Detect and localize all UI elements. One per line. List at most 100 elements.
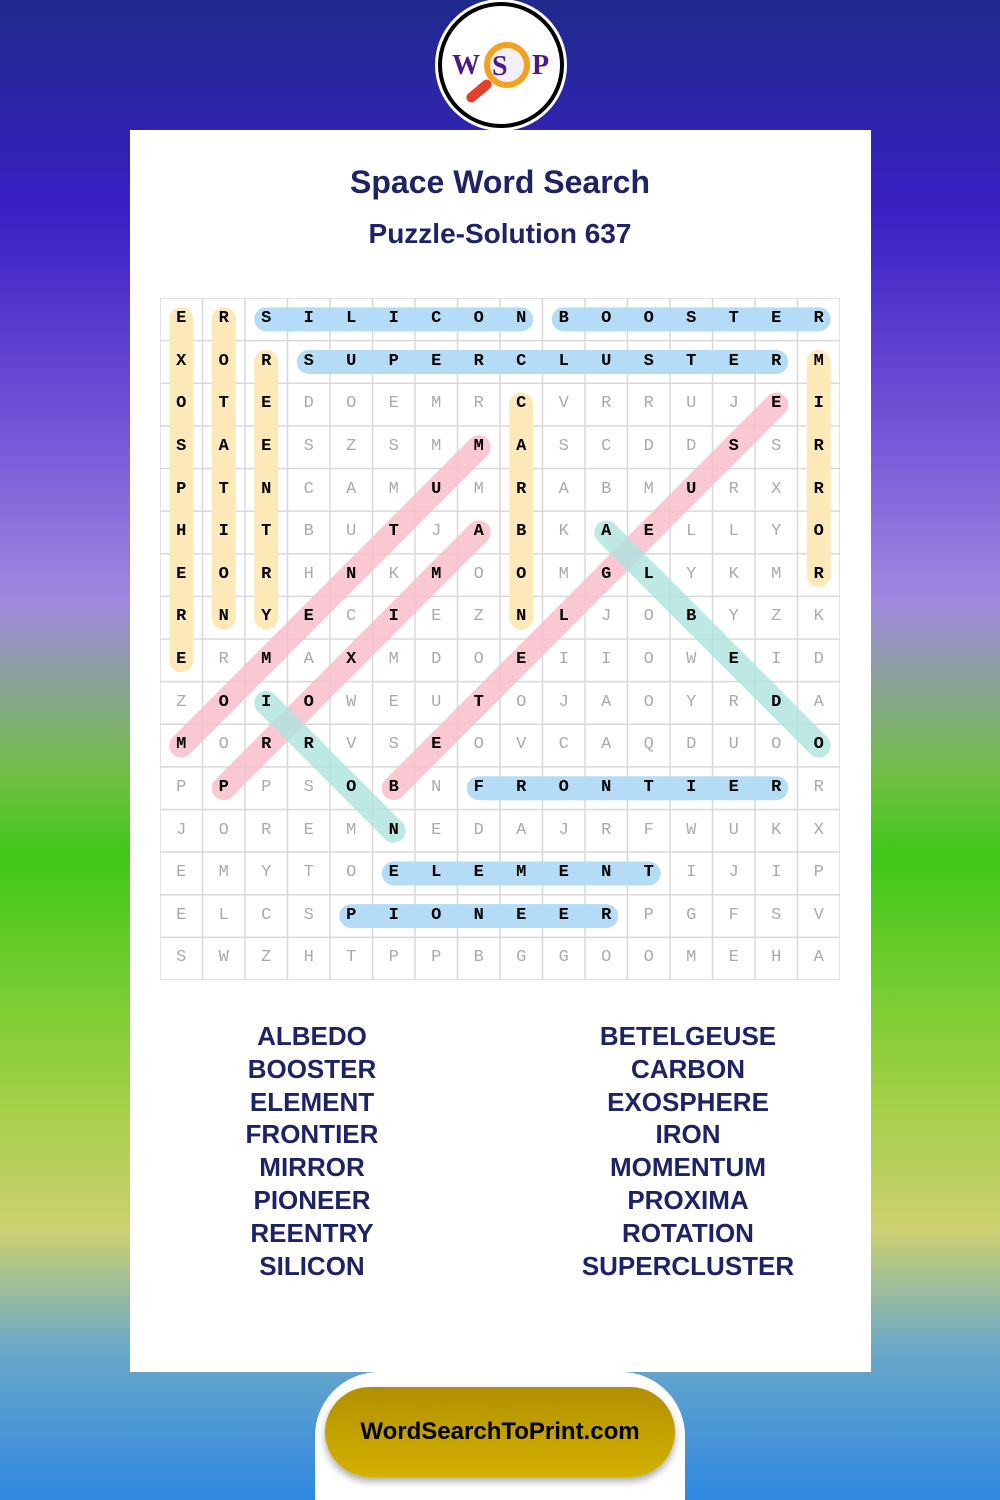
grid-cell: A	[218, 436, 229, 456]
grid-cell: E	[728, 777, 739, 797]
grid-cell: R	[218, 650, 229, 669]
word-search-grid: E R S I L I C O N B O O S T E R X O R S U P E R C L U S T E R M O T E D O E M R…	[160, 298, 840, 980]
grid-cell: T	[728, 309, 739, 328]
grid-cell: E	[431, 735, 442, 755]
grid-cell: J	[558, 820, 569, 840]
grid-cell: M	[813, 351, 824, 371]
grid-cell: J	[431, 522, 442, 542]
grid-cell: L	[728, 522, 739, 542]
grid-cell: I	[218, 522, 229, 542]
grid-cell: O	[218, 735, 229, 755]
grid-cell: E	[516, 905, 527, 925]
grid-cell: O	[303, 692, 314, 712]
grid-cell: A	[601, 692, 612, 712]
grid-cell: K	[813, 607, 824, 627]
grid-cell: E	[431, 820, 442, 840]
grid-cell: R	[261, 351, 272, 371]
grid-cell: W	[686, 650, 697, 669]
grid-cell: S	[176, 436, 187, 456]
grid-cell: H	[303, 948, 314, 968]
grid-cell: E	[261, 394, 272, 414]
grid-cell: I	[686, 777, 697, 797]
grid-cell: Y	[261, 607, 272, 627]
grid-cell: P	[388, 948, 399, 968]
grid-cell: R	[813, 479, 824, 499]
word-item: BOOSTER	[247, 1053, 377, 1084]
grid-cell: A	[813, 948, 824, 968]
grid-cell: Q	[643, 735, 654, 755]
grid-cell: E	[771, 394, 782, 414]
word-list-right: BETELGEUSE CARBON EXOSPHERE IRON MOMENTU…	[488, 1020, 888, 1282]
grid-cell: D	[303, 394, 314, 414]
grid-cell: P	[813, 863, 824, 883]
grid-cell: E	[388, 692, 399, 712]
grid-cell: U	[431, 692, 442, 712]
grid-cell: A	[813, 692, 824, 712]
grid-cell: S	[176, 948, 187, 968]
grid-cell: S	[388, 436, 399, 456]
grid-cell: M	[176, 735, 187, 755]
grid-cell: I	[261, 692, 272, 712]
grid-cell: E	[516, 650, 527, 669]
grid-cell: S	[303, 351, 314, 371]
grid-cell: A	[516, 820, 527, 840]
grid-cell: T	[388, 522, 399, 542]
grid-cell: C	[601, 436, 612, 456]
grid-cell: T	[473, 692, 484, 712]
grid-cell: O	[558, 777, 569, 797]
grid-cell: M	[431, 564, 442, 584]
grid-cell: M	[771, 564, 782, 584]
grid-cell: P	[176, 777, 187, 797]
grid-cell: N	[516, 607, 527, 627]
grid-cell: R	[601, 394, 612, 414]
grid-cell: W	[218, 948, 229, 968]
grid-cell: D	[473, 820, 484, 840]
grid-cell: M	[643, 479, 654, 499]
grid-cell: E	[176, 309, 187, 328]
highlight-momentum	[169, 435, 491, 758]
grid-cell: S	[643, 351, 654, 371]
grid-cell: D	[813, 650, 824, 669]
grid-cell: R	[813, 777, 824, 797]
grid-cell: W	[686, 820, 697, 840]
grid-cell: T	[261, 522, 272, 542]
grid-cell: V	[346, 735, 357, 755]
grid-cell: T	[643, 863, 654, 883]
grid-cell: O	[346, 394, 357, 414]
grid-cell: M	[388, 650, 399, 669]
grid-cell: O	[643, 607, 654, 627]
grid-cell: C	[558, 735, 569, 755]
grid-cell: A	[558, 479, 569, 499]
grid-cell: B	[516, 522, 527, 542]
grid-cell: K	[558, 522, 569, 542]
grid-cell: E	[431, 351, 442, 371]
grid-cell: P	[388, 351, 399, 371]
word-item: CARBON	[630, 1053, 746, 1084]
grid-cell: K	[728, 564, 739, 584]
grid-cell: U	[346, 522, 357, 542]
site-link-button[interactable]: WordSearchToPrint.com	[325, 1387, 675, 1477]
grid-cell: U	[601, 351, 612, 371]
grid-cell: X	[813, 820, 824, 840]
grid-cell: I	[686, 863, 697, 883]
grid-cell: O	[218, 564, 229, 584]
grid-cell: P	[643, 905, 654, 925]
grid-cell: J	[558, 692, 569, 712]
grid-cell: L	[346, 309, 357, 328]
grid-cell: D	[431, 650, 442, 669]
grid-cell: U	[728, 735, 739, 755]
grid-cell: S	[771, 905, 782, 925]
grid-cell: E	[431, 607, 442, 627]
grid-cell: U	[686, 479, 697, 499]
grid-cell: T	[303, 863, 314, 883]
grid-cell: O	[516, 564, 527, 584]
grid-cell: L	[558, 351, 569, 371]
grid-cell: M	[558, 564, 569, 584]
grid-cell: L	[431, 863, 442, 883]
grid-cell: D	[686, 735, 697, 755]
grid-cell: S	[558, 436, 569, 456]
logo-letter-w: W	[452, 50, 480, 81]
word-list-left: ALBEDO BOOSTER ELEMENT FRONTIER MIRROR P…	[112, 1020, 512, 1282]
grid-cell: Z	[346, 436, 357, 456]
page-title: Space Word Search	[350, 164, 650, 200]
